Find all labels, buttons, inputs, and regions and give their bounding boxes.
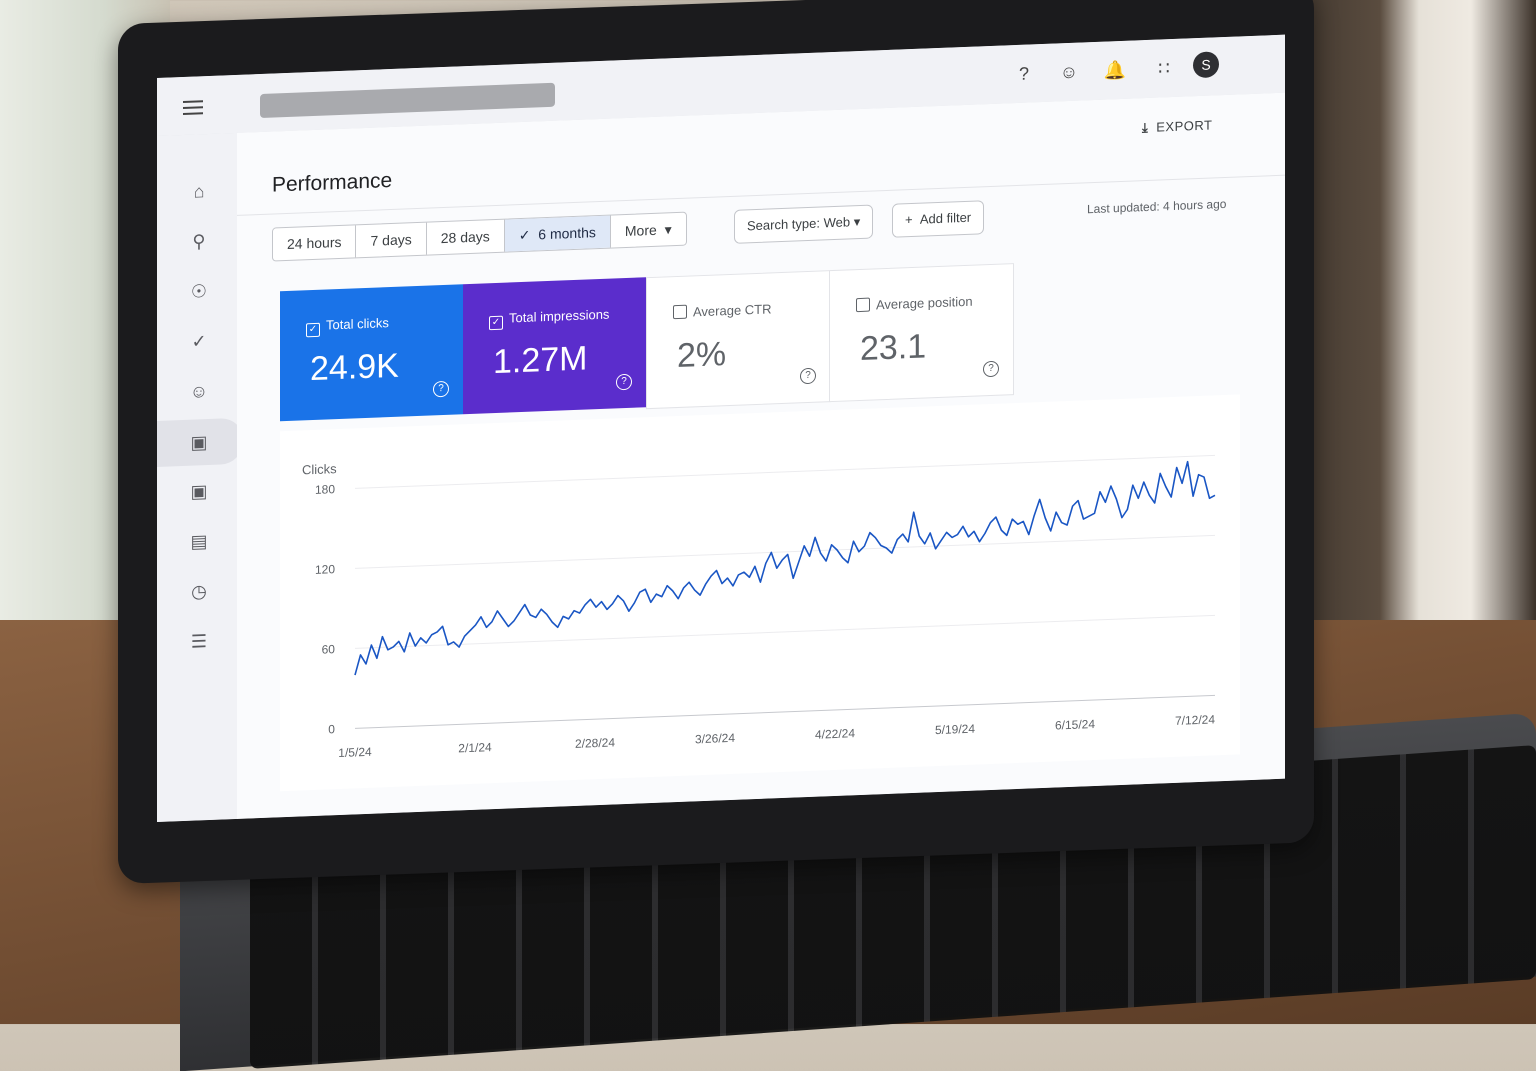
background-wall — [1276, 0, 1536, 620]
metric-value: 2% — [677, 335, 727, 376]
clock-icon[interactable]: ◷ — [191, 581, 207, 602]
home-icon[interactable]: ⌂ — [193, 181, 205, 202]
metric-label: Average CTR — [693, 301, 772, 320]
chevron-down-icon: ▾ — [656, 221, 672, 238]
export-label: EXPORT — [1156, 117, 1213, 135]
range-more-label: More — [624, 221, 657, 240]
export-button[interactable]: ⤓ EXPORT — [1142, 117, 1212, 136]
list-icon[interactable]: ☰ — [190, 631, 208, 652]
y-tick-label: 120 — [315, 562, 335, 577]
x-tick-label: 4/22/24 — [815, 726, 855, 742]
gridline — [355, 694, 1215, 729]
gridline — [355, 454, 1215, 489]
performance-icon: ▣ — [190, 432, 208, 453]
y-tick-label: 0 — [328, 722, 335, 736]
metric-value: 1.27M — [493, 339, 588, 382]
x-tick-label: 2/1/24 — [458, 740, 492, 755]
help-icon[interactable]: ? — [1018, 63, 1029, 84]
last-updated-text: Last updated: 4 hours ago — [1087, 196, 1227, 217]
menu-icon[interactable] — [183, 100, 203, 116]
plus-icon: + — [905, 211, 920, 228]
check-icon: ✓ — [518, 226, 539, 244]
chevron-down-icon: ▾ — [850, 213, 861, 230]
help-icon[interactable]: ? — [433, 380, 449, 398]
search-input[interactable] — [260, 82, 555, 119]
range-6-months[interactable]: ✓ 6 months — [504, 215, 611, 252]
metric-card-average-ctr[interactable]: Average CTR 2% ? — [646, 270, 831, 410]
checkbox-checked-icon[interactable]: ✓ — [489, 315, 503, 331]
metric-label: Total impressions — [509, 306, 610, 326]
inbox-icon[interactable]: ▣ — [190, 481, 208, 502]
main-content: Performance ⤓ EXPORT 24 hours 7 days 28 d… — [237, 92, 1285, 819]
metric-card-total-impressions[interactable]: ✓ Total impressions 1.27M ? — [463, 277, 646, 415]
coverage-icon[interactable]: ✓ — [191, 331, 207, 352]
metric-label: Total clicks — [326, 315, 389, 333]
metric-value: 24.9K — [310, 346, 399, 389]
checkbox-unchecked-icon[interactable] — [673, 304, 687, 320]
range-24-hours[interactable]: 24 hours — [273, 225, 357, 261]
checkbox-unchecked-icon[interactable] — [856, 297, 870, 313]
page-title: Performance — [272, 168, 393, 197]
clicks-series-line — [354, 460, 1216, 676]
search-type-label: Search type: Web — [747, 214, 851, 234]
checkbox-checked-icon[interactable]: ✓ — [306, 322, 320, 338]
users-icon[interactable]: ☺ — [1059, 61, 1079, 83]
x-tick-label: 7/12/24 — [1175, 712, 1215, 728]
sidebar: ⌂ ⚲ ☉ ✓ ☺ ▣ ▣ ▤ ◷ ☰ — [157, 132, 243, 822]
apps-grid-icon[interactable]: ∷ — [1158, 58, 1170, 79]
x-tick-label: 1/5/24 — [338, 745, 372, 760]
x-tick-label: 6/15/24 — [1055, 717, 1095, 733]
window-icon[interactable]: ▤ — [190, 531, 208, 552]
clicks-line-chart: Clicks 0 60 120 180 1/5/24 2/1/24 2/28/24 3/26/2… — [302, 454, 1216, 760]
help-icon[interactable]: ? — [800, 367, 816, 385]
range-6-months-label: 6 months — [538, 224, 596, 243]
gridline — [355, 614, 1215, 649]
metric-card-total-clicks[interactable]: ✓ Total clicks 24.9K ? — [280, 284, 463, 422]
x-tick-label: 3/26/24 — [695, 731, 735, 747]
y-axis-label: Clicks — [302, 461, 337, 477]
add-filter-button[interactable]: + Add filter — [892, 200, 985, 238]
laptop-screen: ? ☺ 🔔 ∷ S ⌂ ⚲ ☉ ✓ ☺ ▣ ▣ ▤ ◷ ☰ Performanc… — [157, 34, 1285, 822]
avatar[interactable]: S — [1193, 51, 1219, 79]
user-icon[interactable]: ☺ — [189, 381, 209, 402]
y-tick-label: 180 — [315, 482, 335, 497]
gridline — [355, 534, 1215, 569]
range-7-days[interactable]: 7 days — [356, 222, 427, 258]
add-filter-label: Add filter — [919, 209, 972, 227]
help-icon[interactable]: ? — [983, 360, 999, 378]
date-range-selector: 24 hours 7 days 28 days ✓ 6 months More … — [272, 211, 687, 262]
url-inspection-icon[interactable]: ☉ — [190, 281, 208, 302]
clicks-chart-card: Clicks 0 60 120 180 1/5/24 2/1/24 2/28/24 3/26/2… — [280, 394, 1240, 792]
download-icon: ⤓ — [1142, 119, 1149, 136]
bell-icon[interactable]: 🔔 — [1103, 59, 1127, 81]
range-more[interactable]: More ▾ — [611, 213, 686, 248]
metric-value: 23.1 — [860, 327, 927, 368]
range-28-days[interactable]: 28 days — [426, 219, 505, 255]
metric-label: Average position — [876, 293, 973, 313]
search-type-dropdown[interactable]: Search type: Web ▾ — [734, 204, 874, 244]
x-tick-label: 2/28/24 — [575, 735, 615, 751]
help-icon[interactable]: ? — [616, 373, 632, 391]
search-icon[interactable]: ⚲ — [192, 231, 206, 252]
x-tick-label: 5/19/24 — [935, 722, 975, 738]
y-tick-label: 60 — [322, 642, 336, 657]
metric-card-average-position[interactable]: Average position 23.1 ? — [829, 263, 1014, 403]
